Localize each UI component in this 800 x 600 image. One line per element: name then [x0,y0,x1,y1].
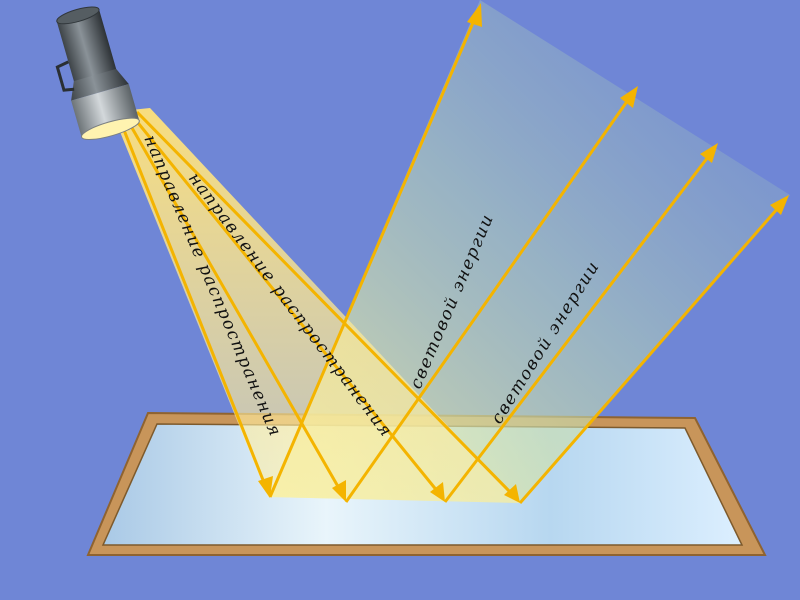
reflected-ray [443,156,710,503]
ray-arrowhead [258,476,273,498]
ray-arrowhead [430,482,445,502]
reflected-ray [344,99,630,503]
incident-ray [116,114,267,486]
reflected-ray [518,207,780,504]
reflected-rays [268,3,789,504]
flashlight-icon [55,6,140,140]
incident-ray [128,112,440,493]
ray-arrowhead [467,3,482,27]
ray-arrowhead [332,480,346,502]
incident-ray [135,110,514,496]
incident-beam [112,108,520,503]
ray-arrowhead [620,86,638,108]
reflected-ray [268,17,477,498]
ray-arrowhead [504,484,520,503]
incident-ray [122,113,342,491]
ray-arrowhead [770,195,789,215]
incident-rays [116,110,520,503]
ray-arrowhead [700,143,718,163]
